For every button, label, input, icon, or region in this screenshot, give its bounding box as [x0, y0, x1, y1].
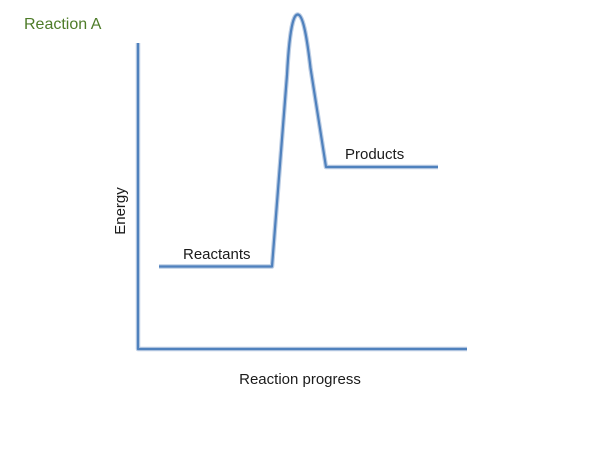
x-axis-label: Reaction progress	[239, 371, 361, 388]
axes-line-halo	[135, 43, 467, 352]
products-label: Products	[345, 146, 405, 163]
reactants-label: Reactants	[183, 246, 251, 263]
axes-line	[136, 43, 467, 351]
chart-title: Reaction A	[24, 16, 102, 33]
energy-curve	[159, 13, 438, 268]
energy-curve-halo	[159, 12, 438, 269]
y-axis-label: Energy	[111, 187, 129, 235]
